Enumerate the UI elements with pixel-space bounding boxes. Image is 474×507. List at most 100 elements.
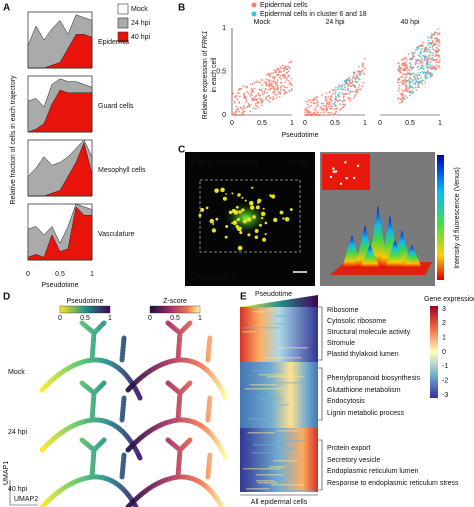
colorbar-tick: 0 xyxy=(148,315,152,322)
heatmap-row xyxy=(255,480,275,482)
cell-point xyxy=(260,104,263,107)
cell-point xyxy=(399,69,402,72)
cell-point xyxy=(277,91,280,94)
cell-point xyxy=(415,78,418,81)
cell-point xyxy=(245,97,248,99)
panel-title: 24 hpi xyxy=(325,19,345,26)
cell-point xyxy=(269,88,272,90)
cell-point xyxy=(339,109,342,111)
cell-point xyxy=(251,83,254,86)
cell-point xyxy=(422,72,425,75)
nucleus xyxy=(279,210,284,215)
cell-point xyxy=(406,79,409,82)
x-tick-label: 0.5 xyxy=(55,271,65,278)
cell-point xyxy=(436,41,439,43)
trajectory-label: Vasculature xyxy=(98,231,135,238)
heatmap-row xyxy=(253,444,284,446)
term-label: Secretory vesicle xyxy=(327,457,380,464)
colorbar-tick: 1 xyxy=(198,315,202,322)
cell-point xyxy=(429,57,432,60)
cell-point xyxy=(436,43,439,46)
cell-point xyxy=(276,67,279,70)
cell-point xyxy=(285,68,287,71)
cell-point xyxy=(267,72,270,75)
cell-point xyxy=(341,92,344,94)
nucleus xyxy=(198,213,202,218)
legend-swatch xyxy=(117,31,129,43)
heatmap-row xyxy=(275,323,287,325)
cell-point xyxy=(407,90,410,93)
cell-point xyxy=(235,94,238,97)
legend-label: Epidermal cells in cluster 6 and 18 xyxy=(260,11,367,18)
cell-point xyxy=(323,107,326,110)
cell-point xyxy=(263,92,266,95)
term-label: Ribosome xyxy=(327,307,359,314)
cell-point xyxy=(311,113,314,115)
y-axis-label-text: Relative expression of xyxy=(202,49,209,120)
cell-point xyxy=(263,81,266,84)
cell-point xyxy=(434,37,436,40)
cell-point xyxy=(259,99,262,101)
heatmap-row xyxy=(276,430,299,432)
cell-point xyxy=(357,86,360,89)
cell-point xyxy=(437,49,440,52)
cell-point xyxy=(360,71,363,73)
cell-point xyxy=(417,82,420,85)
cell-point xyxy=(338,95,341,98)
cell-point xyxy=(310,114,312,116)
cell-point xyxy=(305,107,308,110)
cell-point xyxy=(334,93,337,96)
cell-point xyxy=(364,57,366,60)
cell-point xyxy=(339,88,342,91)
cell-point xyxy=(328,91,331,94)
panel-label: E xyxy=(240,292,247,303)
cell-point xyxy=(403,98,405,101)
umap-trajectory-core xyxy=(127,322,227,399)
cell-point xyxy=(272,90,275,93)
cell-point xyxy=(285,72,288,74)
cell-point xyxy=(344,88,347,91)
cell-point xyxy=(434,42,436,44)
term-label: Structural molecule activity xyxy=(327,329,411,336)
cell-point xyxy=(350,90,353,93)
nucleus xyxy=(262,207,265,210)
nucleus xyxy=(264,221,268,225)
cell-point xyxy=(405,86,408,89)
area xyxy=(27,89,93,133)
cell-point xyxy=(246,86,249,88)
cell-point xyxy=(402,82,405,84)
cell-point xyxy=(283,76,286,79)
nucleus xyxy=(228,210,233,215)
cell-point xyxy=(250,88,253,91)
cell-point xyxy=(421,79,424,82)
cell-point xyxy=(435,46,438,49)
cell-point xyxy=(242,107,245,110)
cell-point xyxy=(252,107,255,110)
cell-point xyxy=(343,105,346,107)
cell-point xyxy=(397,81,400,84)
nucleus xyxy=(239,231,243,235)
cell-point xyxy=(433,65,436,68)
cell-point xyxy=(417,47,420,50)
cell-point xyxy=(325,96,328,99)
cell-point xyxy=(413,73,416,76)
cell-point xyxy=(419,71,422,74)
cell-point xyxy=(418,86,421,88)
cell-point xyxy=(398,87,401,90)
cell-point xyxy=(426,76,429,79)
cell-point xyxy=(274,85,277,88)
cell-point xyxy=(361,85,364,88)
cell-point xyxy=(412,78,415,81)
cell-point xyxy=(281,85,284,87)
cell-point xyxy=(412,82,415,85)
cell-point xyxy=(345,81,348,84)
cell-point xyxy=(415,74,418,77)
colorbar-tick: 0 xyxy=(442,349,446,356)
cell-point xyxy=(428,71,431,74)
cell-point xyxy=(282,67,285,69)
heatmap-row xyxy=(247,432,275,434)
cell-point xyxy=(421,64,423,67)
cell-point xyxy=(342,88,345,91)
cell-point xyxy=(406,69,409,72)
cell-point xyxy=(359,73,362,76)
